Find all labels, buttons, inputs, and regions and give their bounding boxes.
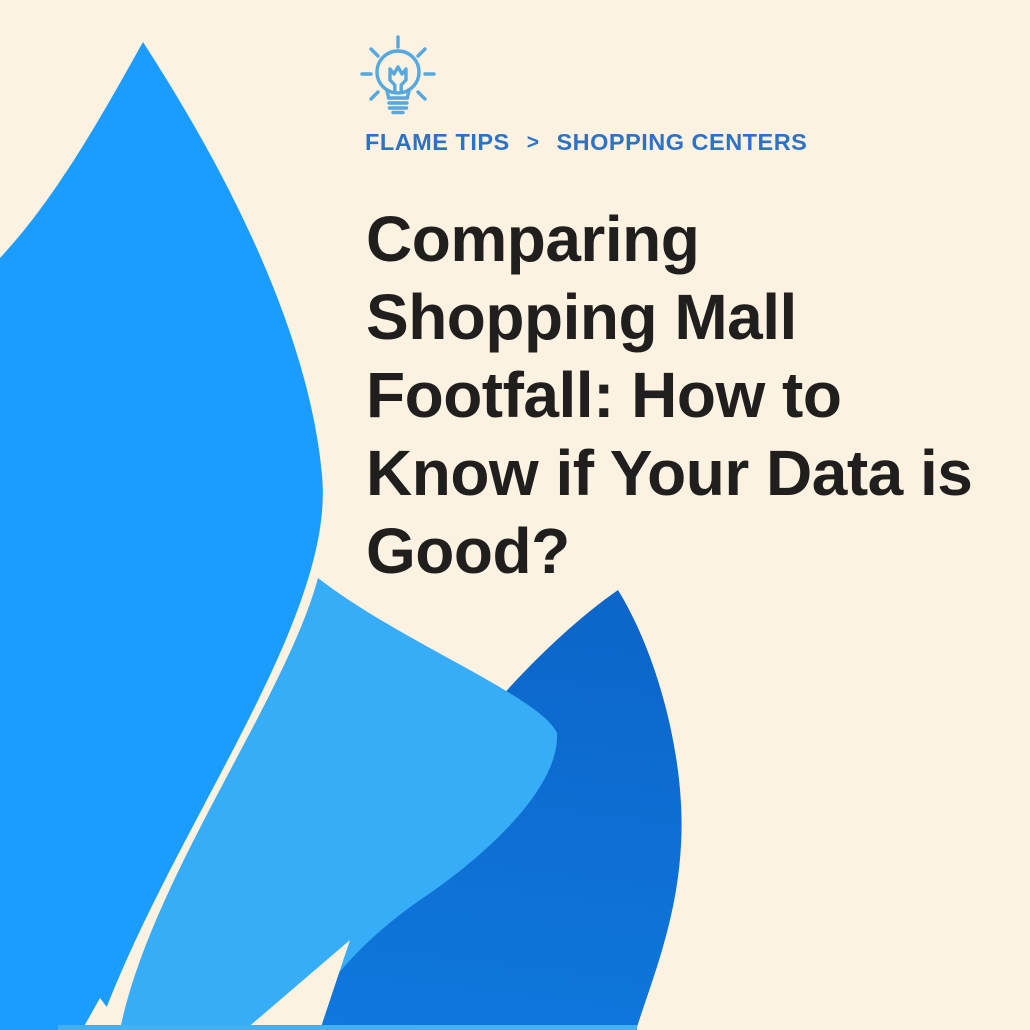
bottom-notch-right	[245, 940, 350, 1030]
ray-lower-right	[416, 90, 427, 101]
bulb-neck-right	[405, 89, 411, 99]
title-line: Footfall: How to	[366, 359, 842, 431]
bulb-glass	[375, 49, 421, 95]
ray-upper-left	[369, 47, 380, 58]
bottom-notch-left	[82, 998, 124, 1030]
lightbulb-icon	[360, 35, 436, 115]
breadcrumb-section: FLAME TIPS	[365, 129, 510, 155]
ray-lower-left	[369, 90, 380, 101]
breadcrumb-category: SHOPPING CENTERS	[556, 129, 808, 155]
bulb-filament	[388, 65, 408, 93]
title-line: Know if Your Data is	[366, 437, 973, 509]
bulb-neck-left	[385, 89, 391, 99]
petal-shape-left	[0, 42, 323, 1030]
title-line: Comparing	[366, 203, 700, 275]
ray-upper-right	[416, 47, 427, 58]
title-line: Good?	[366, 515, 570, 587]
breadcrumb-separator-icon: >	[526, 130, 540, 154]
title-line: Shopping Mall	[366, 281, 797, 353]
petal-shape-middle-light	[120, 578, 558, 1030]
bottom-edge-sliver	[58, 1025, 637, 1030]
page-title: Comparing Shopping Mall Footfall: How to…	[366, 200, 1026, 590]
breadcrumb: FLAME TIPS > SHOPPING CENTERS	[365, 129, 807, 156]
